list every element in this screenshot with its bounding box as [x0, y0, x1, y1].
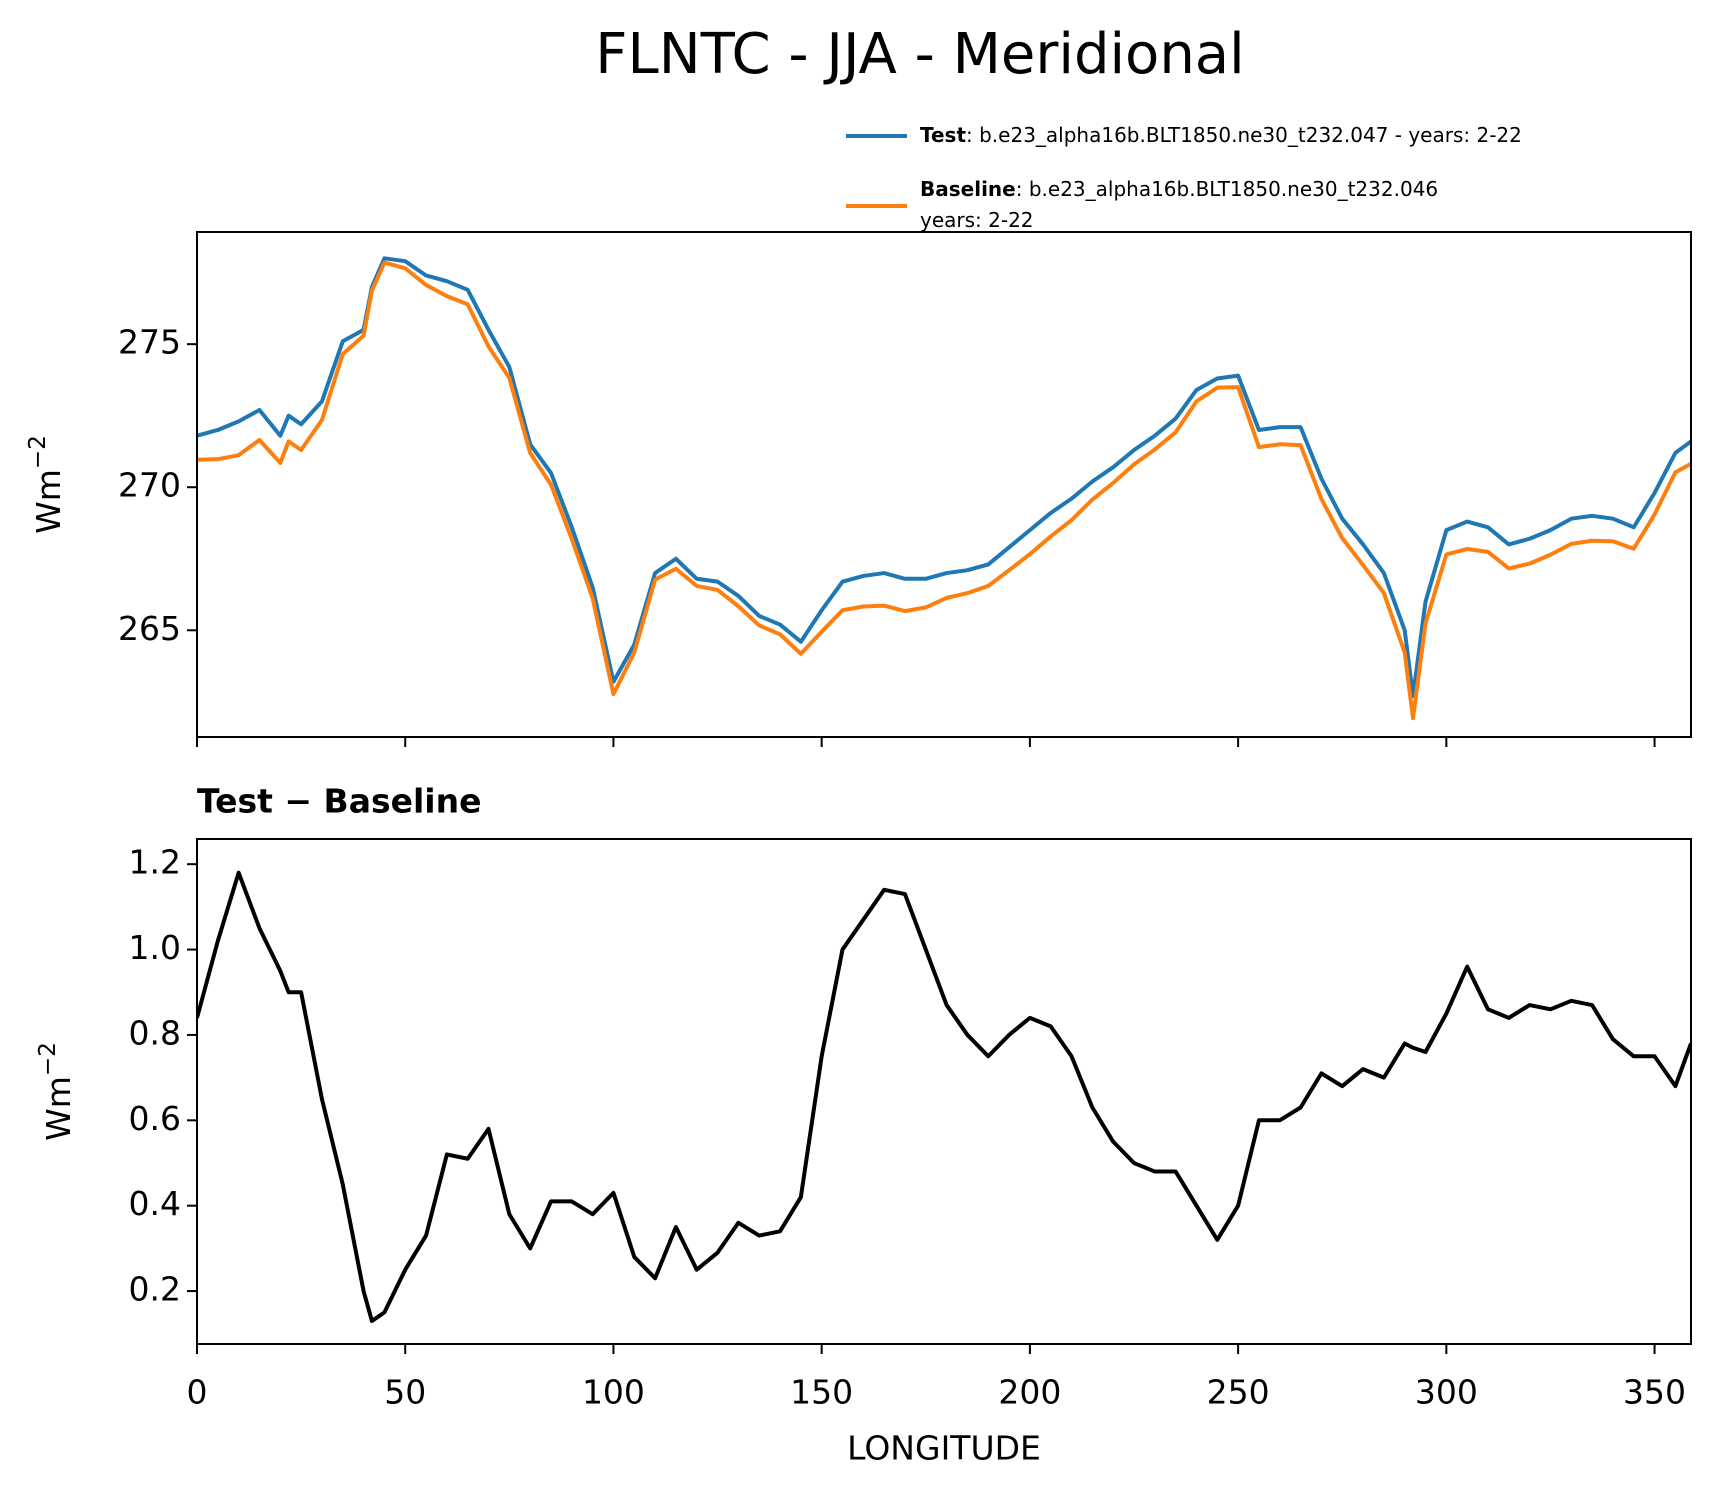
axes-frame — [196, 838, 1692, 1345]
y-tick-label: 0.8 — [129, 1013, 181, 1052]
legend-name: Test — [920, 123, 966, 147]
y-axis-label: Wm−2 — [35, 1042, 78, 1141]
x-axis-label: LONGITUDE — [847, 1429, 1041, 1468]
x-tick-label: 250 — [1207, 1373, 1270, 1412]
panel-title: Test − Baseline — [197, 782, 482, 821]
legend-text: Baseline: b.e23_alpha16b.BLT1850.ne30_t2… — [920, 177, 1438, 201]
data-line — [197, 260, 1691, 721]
y-tick-label: 1.0 — [129, 928, 181, 967]
x-tick-label: 0 — [187, 1373, 208, 1412]
y-tick-label: 270 — [118, 466, 181, 505]
y-tick-label: 0.6 — [129, 1099, 181, 1138]
data-line — [197, 256, 1691, 699]
y-tick-label: 265 — [118, 609, 181, 648]
x-tick-label: 50 — [384, 1373, 426, 1412]
y-axis-label-base: Wm — [39, 1076, 78, 1141]
legend-description: : b.e23_alpha16b.BLT1850.ne30_t232.046 — [1016, 177, 1438, 201]
data-line — [197, 870, 1691, 1323]
figure-title: FLNTC - JJA - Meridional — [595, 22, 1244, 87]
axes-frame — [196, 231, 1692, 738]
y-tick-label: 1.2 — [129, 843, 181, 882]
x-tick-label: 100 — [582, 1373, 645, 1412]
y-tick-label: 275 — [118, 323, 181, 362]
x-tick-label: 200 — [998, 1373, 1061, 1412]
y-axis-label-sup: −2 — [25, 435, 51, 469]
y-tick-label: 0.2 — [129, 1270, 181, 1309]
x-tick-label: 150 — [790, 1373, 853, 1412]
x-tick-label: 350 — [1623, 1373, 1686, 1412]
legend-description: : b.e23_alpha16b.BLT1850.ne30_t232.047 -… — [966, 123, 1522, 147]
y-axis-label-base: Wm — [29, 469, 68, 534]
legend-text: years: 2-22 — [920, 208, 1034, 232]
y-axis-label: Wm−2 — [25, 435, 68, 534]
y-tick-label: 0.4 — [129, 1184, 181, 1223]
legend-text: Test: b.e23_alpha16b.BLT1850.ne30_t232.0… — [920, 123, 1522, 147]
legend-description: years: 2-22 — [920, 208, 1034, 232]
x-tick-label: 300 — [1415, 1373, 1478, 1412]
y-axis-label-sup: −2 — [35, 1042, 61, 1076]
legend-name: Baseline — [920, 177, 1016, 201]
